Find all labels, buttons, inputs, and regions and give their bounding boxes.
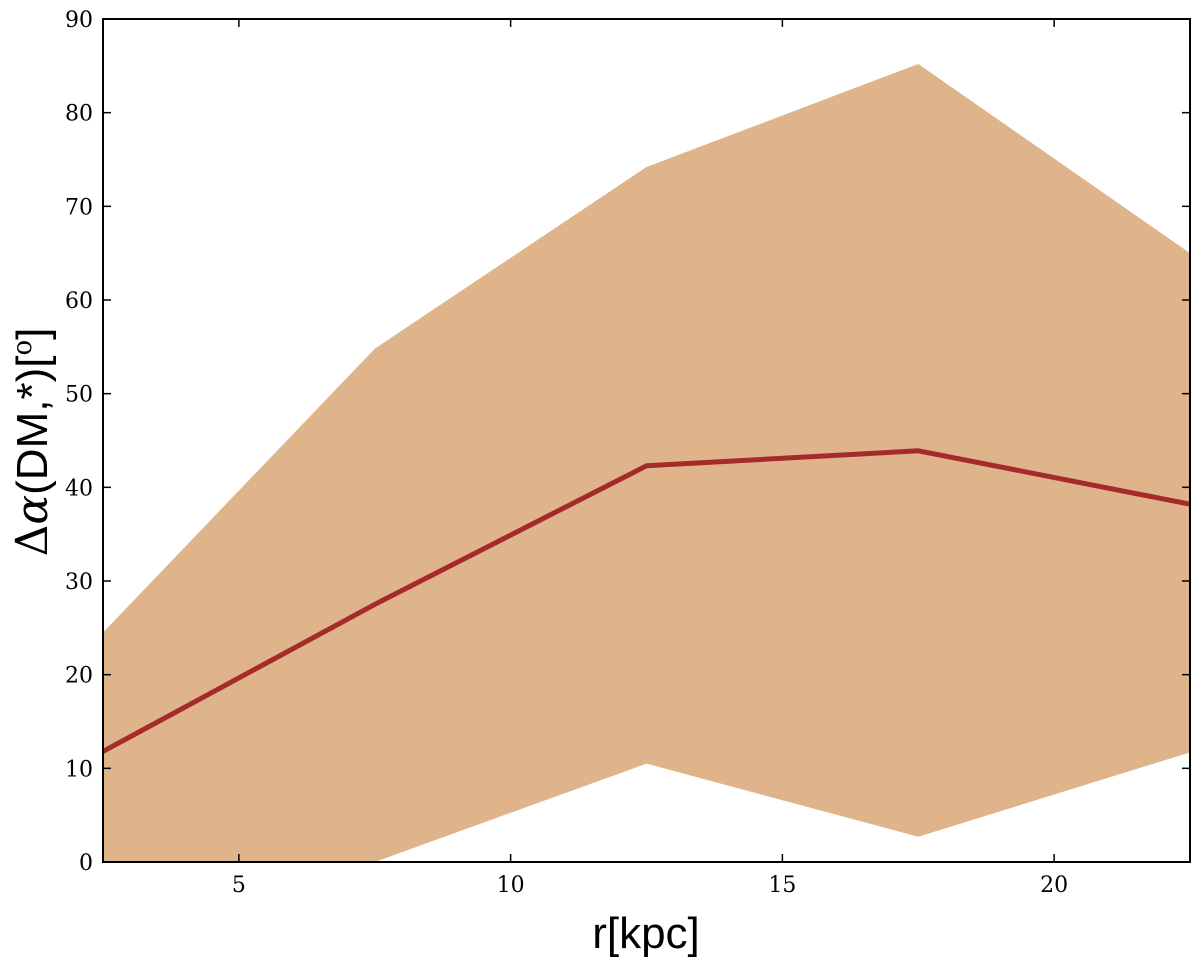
plot-frame — [102, 18, 1191, 863]
y-tick-label: 60 — [65, 289, 93, 314]
x-tick-label: 20 — [1040, 873, 1068, 898]
confidence-band — [103, 63, 1190, 862]
y-tick-label: 80 — [65, 102, 93, 127]
y-tick-label: 20 — [65, 664, 93, 689]
x-tick-label: 10 — [497, 873, 525, 898]
y-tick-label: 10 — [65, 757, 93, 782]
y-tick-label: 90 — [65, 8, 93, 33]
x-axis-label: r[kpc] — [592, 909, 700, 958]
x-tick-label: 5 — [232, 873, 246, 898]
y-tick-label: 40 — [65, 476, 93, 501]
y-tick-label: 30 — [65, 570, 93, 595]
y-tick-label: 70 — [65, 195, 93, 220]
x-tick-label: 15 — [768, 873, 796, 898]
y-tick-label: 50 — [65, 383, 93, 408]
y-axis-label: Δα(DM,*)[o] — [7, 328, 58, 557]
series-line — [101, 448, 1191, 754]
y-tick-label: 0 — [79, 851, 93, 876]
